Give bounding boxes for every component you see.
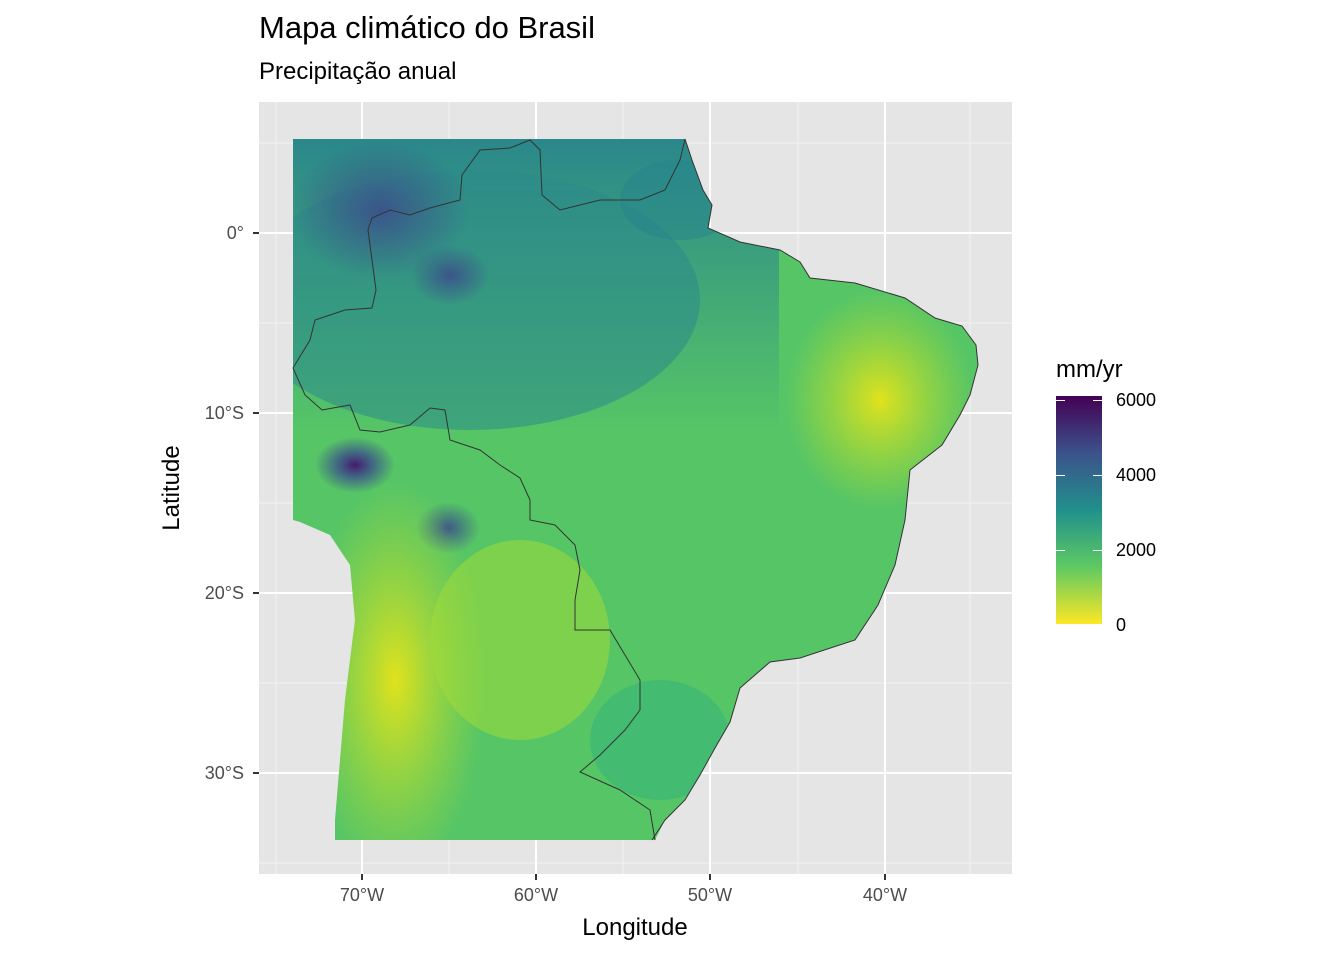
legend-tick (1093, 550, 1102, 551)
x-axis-label: Longitude (582, 914, 688, 941)
legend-label: 2000 (1116, 540, 1157, 560)
legend-tick (1056, 550, 1065, 551)
brazil-coastline (651, 138, 979, 841)
ytick-label: 30°S (204, 763, 244, 783)
brazil-northern-border (292, 138, 686, 369)
ytick-label: 20°S (204, 583, 244, 603)
legend-label: 0 (1116, 615, 1127, 635)
legend-tick (1056, 624, 1065, 625)
raster-wet-andes (315, 437, 395, 493)
legend-label: 4000 (1116, 465, 1157, 485)
raster-wet-south (590, 680, 730, 800)
xtick-label: 40°W (862, 885, 908, 905)
axis-ticks (253, 232, 886, 880)
legend-label: 6000 (1116, 390, 1157, 410)
map-title: Mapa climático do Brasil (259, 10, 595, 45)
raster-semi-dry-paraguay (430, 540, 610, 740)
legend-colorbar (1056, 396, 1102, 624)
xtick-label: 50°W (687, 885, 733, 905)
xtick-label: 70°W (339, 885, 385, 905)
country-borders (292, 138, 979, 841)
y-axis-label: Latitude (158, 445, 185, 531)
raster-wet-spot (410, 245, 490, 305)
ytick-label: 0° (226, 223, 244, 243)
legend-title: mm/yr (1056, 356, 1123, 383)
raster-wet-northwest (293, 140, 470, 280)
brazil-western-border (292, 367, 656, 841)
map-subtitle: Precipitação anual (259, 58, 457, 85)
ytick-label: 10°S (204, 403, 244, 423)
legend-tick (1056, 400, 1065, 401)
raster-dry-northeast (785, 290, 975, 510)
legend-tick (1093, 475, 1102, 476)
precipitation-raster (293, 139, 978, 840)
legend-tick (1093, 624, 1102, 625)
legend-tick (1093, 400, 1102, 401)
legend-tick (1056, 475, 1065, 476)
xtick-label: 60°W (513, 885, 559, 905)
